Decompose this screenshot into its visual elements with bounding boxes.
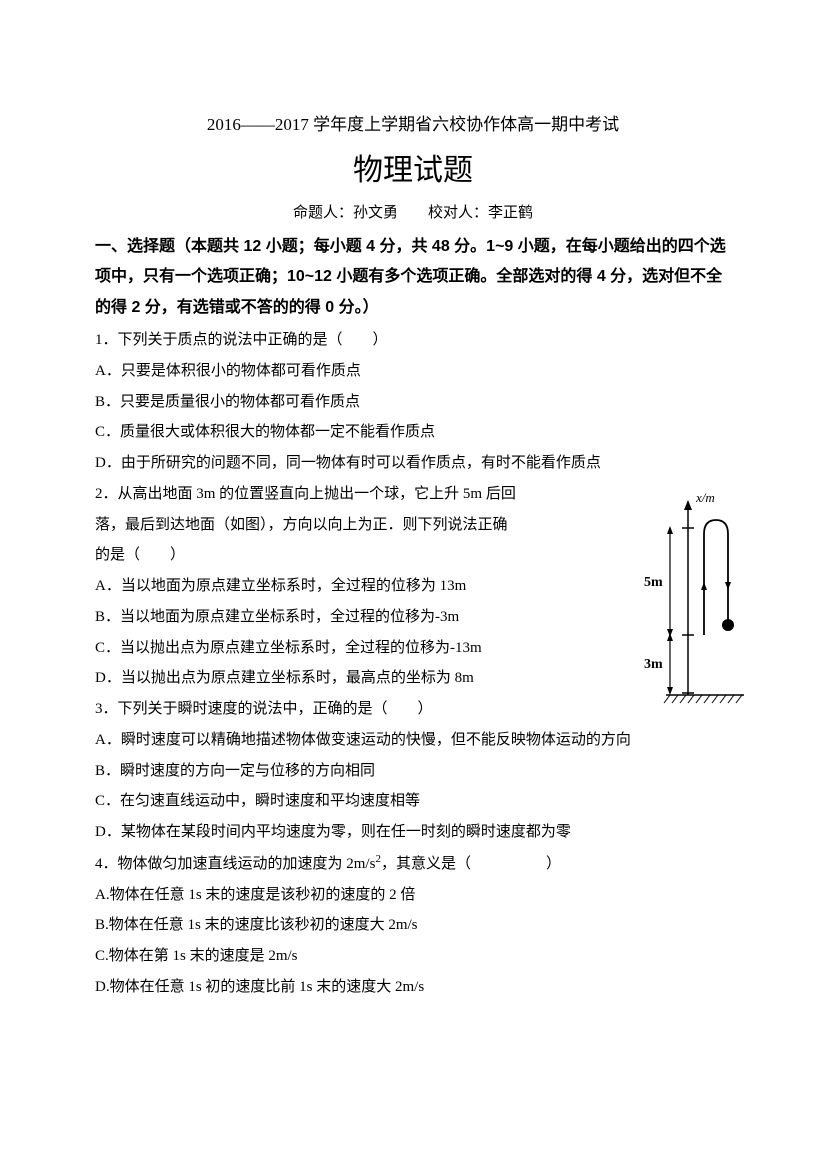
label-5m: 5m (644, 575, 663, 590)
q4-option-b: B.物体在任意 1s 末的速度比该秒初的速度大 2m/s (95, 910, 731, 941)
q4-option-a: A.物体在任意 1s 末的速度是该秒初的速度的 2 倍 (95, 880, 731, 911)
q2-option-d: D．当以抛出点为原点建立坐标系时，最高点的坐标为 8m (95, 663, 575, 694)
label-3m: 3m (644, 657, 663, 672)
exam-title: 物理试题 (95, 145, 731, 189)
q2-option-c: C．当以抛出点为原点建立坐标系时，全过程的位移为-13m (95, 633, 575, 664)
q2-stem-2: 落，最后到达地面（如图），方向以向上为正．则下列说法正确 (95, 510, 575, 541)
trajectory-diagram: x/m 5m 3m (626, 490, 746, 715)
q2-option-b: B．当以地面为原点建立坐标系时，全过程的位移为-3m (95, 602, 575, 633)
q2-stem-3: 的是（ ） (95, 540, 575, 571)
q4-option-d: D.物体在任意 1s 初的速度比前 1s 末的速度大 2m/s (95, 972, 731, 1003)
authors-line: 命题人：孙文勇 校对人：李正鹤 (95, 201, 731, 222)
q1-option-c: C．质量很大或体积很大的物体都一定不能看作质点 (95, 417, 731, 448)
q4-option-c: C.物体在第 1s 末的速度是 2m/s (95, 941, 731, 972)
q1-option-a: A．只要是体积很小的物体都可看作质点 (95, 356, 731, 387)
q1-stem: 1．下列关于质点的说法中正确的是（ ） (95, 325, 731, 356)
q3-option-a: A．瞬时速度可以精确地描述物体做变速运动的快慢，但不能反映物体运动的方向 (95, 725, 731, 756)
section-1-header: 一、选择题（本题共 12 小题；每小题 4 分，共 48 分。1~9 小题，在每… (95, 232, 731, 323)
content: 1．下列关于质点的说法中正确的是（ ） A．只要是体积很小的物体都可看作质点 B… (95, 325, 731, 1003)
q3-option-c: C．在匀速直线运动中，瞬时速度和平均速度相等 (95, 786, 731, 817)
q1-option-d: D．由于所研究的问题不同，同一物体有时可以看作质点，有时不能看作质点 (95, 448, 731, 479)
q2-stem-1: 2．从高出地面 3m 的位置竖直向上抛出一个球，它上升 5m 后回 (95, 479, 575, 510)
q3-option-b: B．瞬时速度的方向一定与位移的方向相同 (95, 756, 731, 787)
q4-stem-post: ，其意义是（ ） (381, 856, 561, 872)
axis-label: x/m (695, 490, 715, 505)
q1-option-b: B．只要是质量很小的物体都可看作质点 (95, 387, 731, 418)
q3-option-d: D．某物体在某段时间内平均速度为零，则在任一时刻的瞬时速度都为零 (95, 817, 731, 848)
q4-stem: 4．物体做匀加速直线运动的加速度为 2m/s2，其意义是（ ） (95, 848, 731, 880)
q2-option-a: A．当以地面为原点建立坐标系时，全过程的位移为 13m (95, 571, 575, 602)
q4-stem-pre: 4．物体做匀加速直线运动的加速度为 2m/s (95, 856, 375, 872)
exam-header: 2016——2017 学年度上学期省六校协作体高一期中考试 (95, 110, 731, 135)
